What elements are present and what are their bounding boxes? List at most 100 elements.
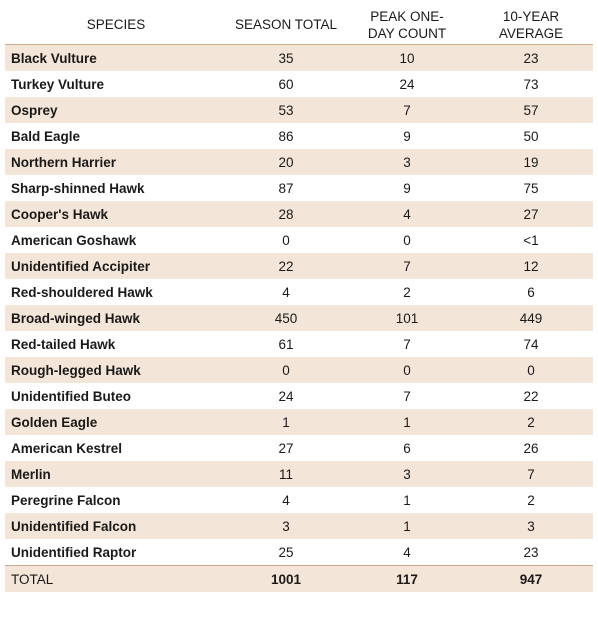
table-row: Broad-winged Hawk 450 101 449 [5,305,593,331]
average-cell: 57 [469,97,593,123]
peak-cell: 3 [345,149,469,175]
table-row: Unidentified Buteo 24 7 22 [5,383,593,409]
peak-cell: 4 [403,544,411,560]
species-cell: American Goshawk [11,232,137,248]
peak-cell: 4 [345,201,469,227]
peak-cell: 24 [399,76,415,92]
average-cell: 6 [527,284,535,300]
species-cell: Merlin [5,461,227,487]
table-row: Sharp-shinned Hawk 87 9 75 [5,175,593,201]
average-cell: 23 [469,44,593,71]
average-cell: 449 [469,305,593,331]
average-cell: 26 [523,440,539,456]
table-row: Red-shouldered Hawk 4 2 6 [5,279,593,305]
peak-cell: 10 [345,44,469,71]
species-cell: Broad-winged Hawk [5,305,227,331]
species-cell: Black Vulture [5,44,227,71]
season-total-cell: 27 [278,440,294,456]
total-row: TOTAL 1001 117 947 [5,565,593,592]
season-total-cell: 0 [227,357,345,383]
header-avg-text: 10-YEAR AVERAGE [498,8,564,41]
table-row: Bald Eagle 86 9 50 [5,123,593,149]
average-cell: 3 [469,513,593,539]
season-total-cell: 61 [278,336,294,352]
average-cell: 19 [469,149,593,175]
peak-cell: 7 [345,97,469,123]
species-cell: Golden Eagle [5,409,227,435]
average-cell: 73 [523,76,539,92]
table-row: Turkey Vulture 60 24 73 [5,71,593,97]
table-header: SPECIES SEASON TOTAL PEAK ONE-DAY COUNT … [5,5,593,45]
table-body: Black Vulture 35 10 23 Turkey Vulture 60 24 73 O… [5,44,593,566]
total-peak: 117 [345,565,469,592]
species-cell: Peregrine Falcon [11,492,121,508]
header-species: SPECIES [5,5,227,45]
season-total-cell: 35 [227,44,345,71]
table-footer: TOTAL 1001 117 947 [5,565,593,592]
table-row: Unidentified Accipiter 22 7 12 [5,253,593,279]
table-row: Cooper's Hawk 28 4 27 [5,201,593,227]
species-cell: Cooper's Hawk [5,201,227,227]
species-cell: Red-shouldered Hawk [11,284,153,300]
average-cell: 0 [469,357,593,383]
average-cell: 7 [469,461,593,487]
average-cell: 2 [527,492,535,508]
average-cell: 75 [523,180,539,196]
peak-cell: 101 [345,305,469,331]
table-row: American Goshawk 0 0 <1 [5,227,593,253]
species-cell: American Kestrel [11,440,123,456]
species-cell: Turkey Vulture [11,76,105,92]
table-row: Red-tailed Hawk 61 7 74 [5,331,593,357]
raptor-count-table-wrapper: SPECIES SEASON TOTAL PEAK ONE-DAY COUNT … [5,5,593,592]
peak-cell: 6 [403,440,411,456]
table-row: Unidentified Falcon 3 1 3 [5,513,593,539]
peak-cell: 1 [345,513,469,539]
peak-cell: 9 [403,128,411,144]
peak-cell: 2 [403,284,411,300]
table-row: Osprey 53 7 57 [5,97,593,123]
peak-cell: 0 [345,357,469,383]
species-cell: Unidentified Raptor [11,544,137,560]
table-row: Northern Harrier 20 3 19 [5,149,593,175]
season-total-cell: 11 [227,461,345,487]
header-row: SPECIES SEASON TOTAL PEAK ONE-DAY COUNT … [5,5,593,45]
header-ten-year-average: 10-YEAR AVERAGE [469,5,593,45]
header-peak-text: PEAK ONE-DAY COUNT [367,8,447,41]
peak-cell: 7 [345,253,469,279]
average-cell: 23 [523,544,539,560]
peak-cell: 1 [403,492,411,508]
season-total-cell: 1 [227,409,345,435]
average-cell: 50 [523,128,539,144]
raptor-count-table: SPECIES SEASON TOTAL PEAK ONE-DAY COUNT … [5,5,593,592]
species-cell: Unidentified Buteo [11,388,131,404]
peak-cell: 0 [403,232,411,248]
table-row: Unidentified Raptor 25 4 23 [5,539,593,566]
species-cell: Unidentified Falcon [5,513,227,539]
average-cell: 22 [523,388,539,404]
season-total-cell: 4 [282,284,290,300]
season-total-cell: 25 [278,544,294,560]
season-total-cell: 24 [278,388,294,404]
table-row: Rough-legged Hawk 0 0 0 [5,357,593,383]
season-total-cell: 53 [227,97,345,123]
season-total-cell: 20 [227,149,345,175]
season-total-cell: 22 [227,253,345,279]
table-row: Golden Eagle 1 1 2 [5,409,593,435]
average-cell: 74 [523,336,539,352]
table-row: Merlin 11 3 7 [5,461,593,487]
species-cell: Northern Harrier [5,149,227,175]
season-total-cell: 86 [278,128,294,144]
total-average: 947 [469,565,593,592]
total-label: TOTAL [5,565,227,592]
table-row: American Kestrel 27 6 26 [5,435,593,461]
season-total-cell: 450 [227,305,345,331]
average-cell: 12 [469,253,593,279]
peak-cell: 3 [345,461,469,487]
species-cell: Rough-legged Hawk [5,357,227,383]
table-row: Peregrine Falcon 4 1 2 [5,487,593,513]
average-cell: <1 [523,232,539,248]
peak-cell: 9 [403,180,411,196]
header-peak-one-day-count: PEAK ONE-DAY COUNT [345,5,469,45]
peak-cell: 7 [403,336,411,352]
average-cell: 27 [469,201,593,227]
